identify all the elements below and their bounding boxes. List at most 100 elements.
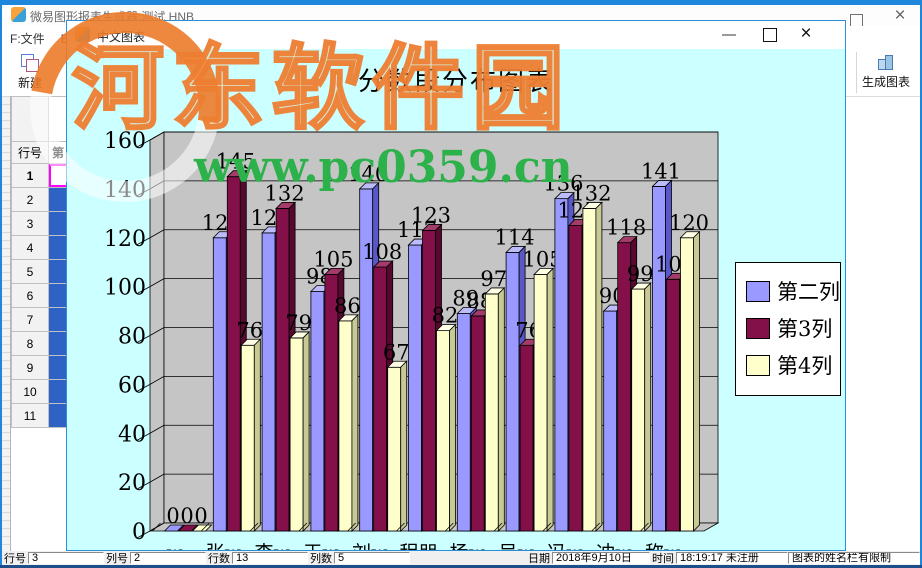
svg-text:123: 123 — [411, 203, 451, 227]
svg-text:118: 118 — [606, 216, 646, 240]
svg-text:160: 160 — [104, 129, 146, 154]
new-button-label: 新建 — [17, 76, 42, 90]
svg-text:冯w: 冯w — [547, 542, 583, 550]
legend-label: 第4列 — [777, 354, 833, 378]
svg-text:132: 132 — [571, 181, 611, 205]
chart-window-icon — [75, 27, 90, 42]
app-icon — [11, 7, 26, 22]
grid-corner-cell — [12, 97, 49, 142]
svg-text:40: 40 — [118, 422, 146, 447]
svg-text:称w: 称w — [645, 542, 681, 550]
bar-chart-icon — [876, 53, 896, 71]
svg-text:张w: 张w — [206, 542, 242, 550]
generate-chart-label: 生成图表 — [861, 75, 910, 89]
svg-text:136: 136 — [543, 172, 583, 196]
chart-title: 分数段分布图表 — [357, 67, 554, 97]
status-label: 列号 — [106, 553, 128, 565]
chart-window-title: 中文图表 — [97, 30, 146, 44]
svg-text:程朋: 程朋 — [399, 542, 437, 550]
svg-text:60: 60 — [118, 373, 146, 398]
legend-swatch — [746, 317, 770, 339]
svg-text:120: 120 — [104, 227, 146, 252]
svg-text:刘w: 刘w — [352, 542, 388, 550]
status-bar: 行号 3 列号 2 行数 13 列数 5 日期 2018年9月10日 时间 18:19:17 未注册图… — [2, 551, 920, 565]
legend-swatch — [746, 354, 770, 376]
svg-text:145: 145 — [216, 150, 256, 174]
row-number-cell[interactable]: 4 — [12, 236, 49, 260]
svg-text:114: 114 — [495, 225, 535, 249]
svg-text:100: 100 — [104, 276, 146, 301]
svg-text:杨w: 杨w — [450, 542, 486, 550]
row-number-cell[interactable]: 3 — [12, 212, 49, 236]
svg-text:吴w: 吴w — [498, 542, 534, 550]
row-number-cell[interactable]: 10 — [12, 380, 49, 404]
window-border-left — [0, 0, 2, 568]
new-button[interactable]: 新建 — [4, 52, 56, 93]
status-value: 5 — [334, 552, 410, 564]
svg-text:76: 76 — [236, 318, 263, 342]
row-number-cell[interactable]: 6 — [12, 284, 49, 308]
menu-item-0[interactable]: F:文件 — [10, 32, 45, 46]
toolbar-separator — [856, 52, 857, 93]
chart-maximize-button[interactable] — [763, 28, 777, 42]
svg-text:w: w — [166, 542, 183, 550]
generate-chart-button[interactable]: 生成图表 — [860, 52, 912, 93]
status-label: 行号 — [4, 553, 26, 565]
svg-text:20: 20 — [118, 471, 146, 496]
svg-text:79: 79 — [285, 311, 312, 335]
chart-legend: 第二列第3列第4列 — [735, 262, 841, 396]
svg-text:132: 132 — [265, 181, 305, 205]
chart-minimize-button[interactable] — [722, 34, 736, 36]
legend-item: 第4列 — [746, 350, 832, 380]
status-label: 行数 — [208, 553, 230, 565]
chart-window: 中文图表 × 020406080100120140160000w12014576… — [66, 20, 846, 551]
svg-text:0: 0 — [180, 504, 193, 528]
svg-text:李w: 李w — [254, 542, 290, 550]
row-number-cell[interactable]: 8 — [12, 332, 49, 356]
row-number-cell[interactable]: 5 — [12, 260, 49, 284]
row-number-cell[interactable]: 9 — [12, 356, 49, 380]
status-value: 图表的姓名栏有限制 — [788, 552, 920, 564]
svg-text:冲w: 冲w — [596, 542, 632, 550]
legend-swatch — [746, 280, 770, 302]
svg-text:120: 120 — [669, 211, 709, 235]
bar-chart-plot: 020406080100120140160000w12014576张w12213… — [104, 129, 720, 550]
status-label: 日期 — [528, 553, 550, 565]
legend-item: 第二列 — [746, 276, 840, 306]
legend-label: 第二列 — [777, 280, 840, 304]
window-border-top — [0, 0, 922, 5]
status-value: 2018年9月10日 — [552, 552, 650, 564]
row-number-header: 行号 — [12, 142, 49, 164]
svg-text:80: 80 — [118, 325, 146, 350]
grid-gutter[interactable] — [2, 96, 11, 551]
svg-text:97: 97 — [480, 267, 507, 291]
chart-client-area: 020406080100120140160000w12014576张w12213… — [67, 49, 845, 550]
svg-text:105: 105 — [313, 247, 353, 271]
legend-label: 第3列 — [777, 317, 833, 341]
row-number-cell[interactable]: 11 — [12, 404, 49, 428]
status-value: 18:19:17 未注册 — [676, 552, 788, 564]
row-number-cell[interactable]: 7 — [12, 308, 49, 332]
svg-text:82: 82 — [432, 304, 459, 328]
svg-text:86: 86 — [334, 294, 361, 318]
svg-text:140: 140 — [348, 162, 388, 186]
chart-window-titlebar: 中文图表 × — [67, 21, 845, 49]
svg-text:108: 108 — [362, 240, 402, 264]
legend-item: 第3列 — [746, 313, 832, 343]
close-button[interactable]: × — [894, 5, 906, 26]
svg-text:89: 89 — [452, 287, 479, 311]
svg-text:140: 140 — [104, 178, 146, 203]
svg-text:99: 99 — [627, 262, 654, 286]
status-label: 时间 — [652, 553, 674, 565]
status-value: 3 — [28, 552, 104, 564]
window-border-bottom — [0, 565, 922, 568]
row-number-cell[interactable]: 2 — [12, 188, 49, 212]
svg-text:0: 0 — [132, 520, 146, 545]
status-value: 2 — [130, 552, 206, 564]
chart-close-button[interactable]: × — [800, 23, 812, 44]
row-number-cell[interactable]: 1 — [12, 164, 49, 188]
status-value: 13 — [232, 552, 308, 564]
window-border-right — [920, 0, 922, 568]
svg-text:141: 141 — [641, 159, 681, 183]
